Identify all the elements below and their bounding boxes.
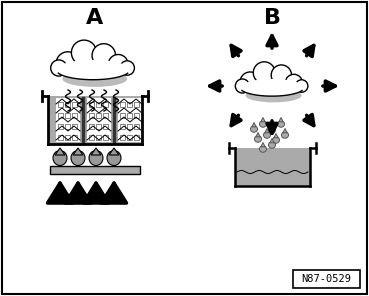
Text: B: B — [263, 8, 280, 28]
Ellipse shape — [277, 121, 284, 127]
Bar — [120, 113, 125, 118]
Polygon shape — [261, 118, 265, 122]
Ellipse shape — [53, 150, 67, 165]
Ellipse shape — [269, 142, 276, 148]
Ellipse shape — [282, 132, 289, 138]
Bar — [96, 113, 101, 118]
Bar — [58, 135, 63, 140]
Text: N87-0529: N87-0529 — [301, 274, 351, 284]
Ellipse shape — [255, 136, 262, 142]
Ellipse shape — [62, 71, 127, 87]
Bar — [103, 135, 108, 140]
Ellipse shape — [71, 150, 85, 165]
Bar — [58, 102, 63, 107]
Bar — [103, 113, 108, 118]
Polygon shape — [109, 148, 119, 155]
Ellipse shape — [285, 74, 303, 91]
Polygon shape — [270, 139, 274, 143]
Bar — [127, 135, 132, 140]
Bar — [89, 102, 94, 107]
Bar — [65, 102, 70, 107]
Text: A: A — [86, 8, 104, 28]
Bar — [65, 135, 70, 140]
Polygon shape — [279, 118, 283, 122]
Bar — [89, 113, 94, 118]
Ellipse shape — [245, 88, 301, 102]
Bar — [235, 148, 310, 186]
Polygon shape — [55, 148, 65, 155]
Ellipse shape — [272, 137, 279, 143]
Bar — [48, 96, 142, 144]
Ellipse shape — [259, 146, 266, 152]
Bar — [118, 98, 142, 142]
Ellipse shape — [253, 62, 275, 84]
Bar — [120, 124, 125, 129]
Ellipse shape — [240, 79, 304, 96]
Ellipse shape — [296, 80, 308, 92]
Bar — [134, 102, 139, 107]
Bar — [56, 98, 80, 142]
Ellipse shape — [259, 121, 266, 127]
Ellipse shape — [108, 54, 128, 74]
Bar — [134, 124, 139, 129]
Ellipse shape — [56, 52, 79, 75]
Polygon shape — [283, 128, 287, 133]
Polygon shape — [91, 148, 101, 155]
Ellipse shape — [51, 60, 67, 76]
Ellipse shape — [107, 150, 121, 165]
Bar — [89, 124, 94, 129]
Bar — [72, 113, 77, 118]
Bar — [134, 135, 139, 140]
Bar — [72, 124, 77, 129]
Ellipse shape — [89, 150, 103, 165]
Bar — [120, 102, 125, 107]
Bar — [89, 135, 94, 140]
Ellipse shape — [263, 132, 270, 138]
Ellipse shape — [92, 44, 115, 67]
Bar — [58, 113, 63, 118]
Bar — [103, 124, 108, 129]
Bar — [96, 135, 101, 140]
Polygon shape — [261, 142, 265, 147]
Polygon shape — [256, 133, 260, 137]
Bar — [87, 98, 111, 142]
Ellipse shape — [271, 65, 292, 85]
Bar — [58, 124, 63, 129]
Bar — [65, 124, 70, 129]
Bar — [96, 124, 101, 129]
Ellipse shape — [251, 126, 258, 132]
Bar — [120, 135, 125, 140]
Polygon shape — [270, 123, 274, 128]
Polygon shape — [274, 133, 278, 138]
Ellipse shape — [240, 72, 260, 92]
Bar — [134, 113, 139, 118]
Polygon shape — [252, 123, 256, 127]
Ellipse shape — [71, 40, 97, 65]
Ellipse shape — [235, 79, 249, 93]
Polygon shape — [265, 128, 269, 133]
Bar — [72, 135, 77, 140]
Bar — [103, 102, 108, 107]
Bar — [293, 270, 360, 288]
Bar — [65, 113, 70, 118]
Ellipse shape — [56, 60, 130, 80]
Ellipse shape — [269, 127, 276, 133]
Polygon shape — [73, 148, 83, 155]
Bar — [127, 124, 132, 129]
Bar — [127, 102, 132, 107]
Bar — [50, 166, 140, 174]
Bar — [127, 113, 132, 118]
Bar — [72, 102, 77, 107]
Bar — [96, 102, 101, 107]
Ellipse shape — [120, 61, 134, 75]
